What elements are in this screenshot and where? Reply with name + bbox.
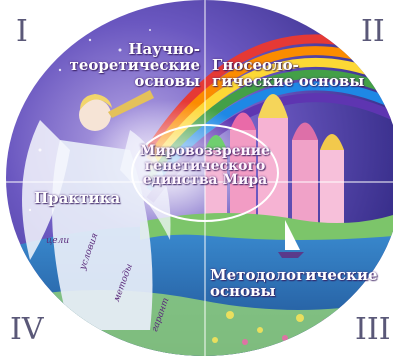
quadrant-numeral-2: II: [361, 14, 385, 49]
angel-figure: [22, 90, 171, 330]
label-worldview: Мировоззрение генетического единства Мир…: [139, 143, 271, 189]
label-gnoseological: Гносеоло- гические основы: [212, 56, 365, 90]
quadrant-numeral-1: I: [16, 14, 28, 49]
sailboat: [278, 220, 304, 258]
quadrant-numeral-4: IV: [10, 312, 44, 347]
city: [205, 94, 344, 225]
center-oval: [131, 124, 279, 222]
quadrant-numeral-3: III: [355, 312, 391, 347]
label-practice: Практика: [34, 189, 121, 207]
label-scientific-theoretical: Научно- теоретические основы: [69, 40, 200, 90]
label-methodological: Методологические основы: [210, 266, 378, 300]
practice-word-goals: цели: [46, 236, 70, 246]
